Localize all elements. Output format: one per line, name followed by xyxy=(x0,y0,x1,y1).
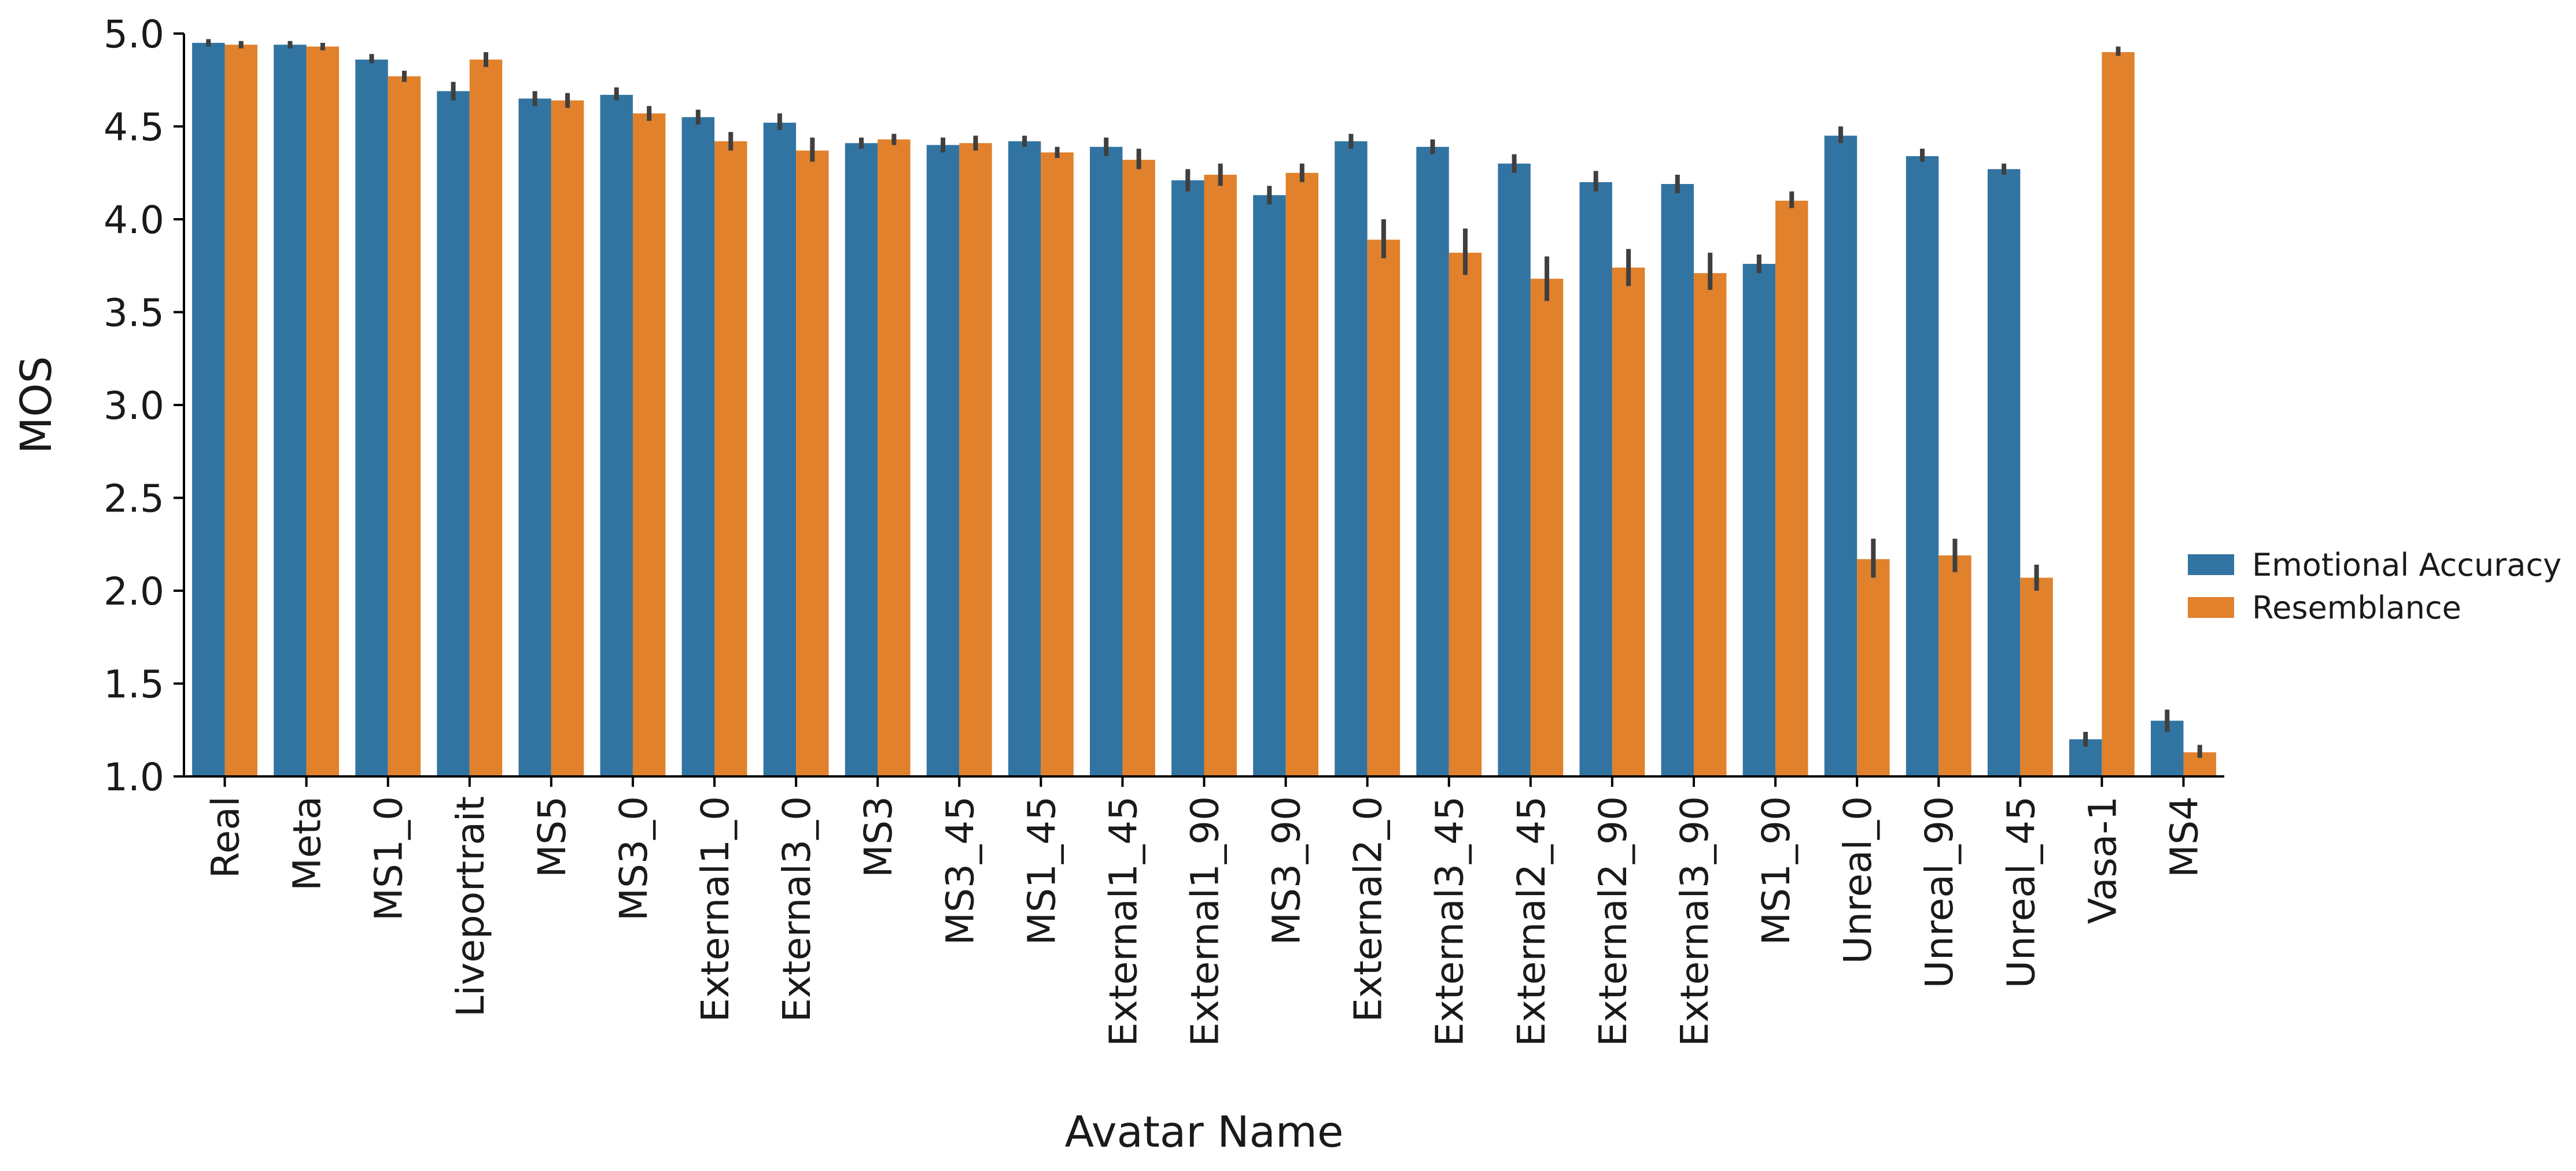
x-tick-label: External1_0 xyxy=(693,796,738,1022)
bar-emotional-accuracy-external2_45 xyxy=(1498,163,1531,777)
y-tick-label: 2.0 xyxy=(104,569,164,614)
bar-resemblance-external2_0 xyxy=(1367,240,1401,776)
bar-resemblance-external1_45 xyxy=(1122,160,1155,776)
bar-resemblance-external1_90 xyxy=(1204,174,1237,777)
error-bars-layer xyxy=(206,39,2202,758)
x-tick-label: Vasa-1 xyxy=(2080,796,2125,924)
bar-resemblance-unreal_90 xyxy=(1939,555,1971,776)
x-tick-label: Meta xyxy=(285,796,330,891)
y-tick-label: 5.0 xyxy=(104,12,164,57)
bar-emotional-accuracy-external3_45 xyxy=(1416,146,1449,776)
bar-emotional-accuracy-unreal_45 xyxy=(1987,169,2021,777)
bar-resemblance-vasa-1 xyxy=(2102,52,2135,777)
x-tick-label: MS3 xyxy=(856,796,901,878)
x-tick-label: MS5 xyxy=(530,796,574,878)
y-axis-title: MOS xyxy=(12,356,61,454)
bar-emotional-accuracy-external2_0 xyxy=(1335,141,1368,777)
bar-resemblance-ms1_45 xyxy=(1041,152,1074,777)
bar-resemblance-external3_0 xyxy=(796,150,829,777)
bar-resemblance-ms1_0 xyxy=(388,76,421,777)
bar-resemblance-ms3 xyxy=(878,139,911,777)
x-tick-label: MS3_45 xyxy=(938,796,982,945)
x-tick-label: External2_0 xyxy=(1346,796,1391,1022)
y-tick-label: 3.0 xyxy=(104,384,164,428)
x-tick-label: MS3_90 xyxy=(1265,796,1309,945)
y-tick-label: 1.0 xyxy=(104,755,164,800)
bar-emotional-accuracy-external1_90 xyxy=(1171,180,1204,777)
bar-emotional-accuracy-unreal_90 xyxy=(1906,156,1939,776)
bar-emotional-accuracy-liveportrait xyxy=(437,91,470,776)
bar-emotional-accuracy-external1_45 xyxy=(1089,146,1123,776)
bar-resemblance-unreal_0 xyxy=(1857,559,1890,776)
x-tick-label: Real xyxy=(204,796,248,878)
bar-resemblance-ms5 xyxy=(551,100,584,776)
bar-emotional-accuracy-external2_90 xyxy=(1579,182,1612,776)
x-tick-label: Unreal_0 xyxy=(1836,796,1880,964)
x-tick-label: MS1_0 xyxy=(367,796,411,921)
bar-resemblance-liveportrait xyxy=(469,59,503,777)
bar-emotional-accuracy-ms5 xyxy=(518,98,551,777)
bar-emotional-accuracy-external1_0 xyxy=(681,117,715,777)
bar-emotional-accuracy-ms1_45 xyxy=(1008,141,1041,777)
y-tick-label: 1.5 xyxy=(104,662,164,707)
y-tick-label: 2.5 xyxy=(104,477,164,521)
x-tick-label: External3_45 xyxy=(1428,796,1472,1047)
bar-emotional-accuracy-external3_90 xyxy=(1661,184,1694,776)
y-tick-label: 4.0 xyxy=(104,198,164,242)
bar-emotional-accuracy-ms3_90 xyxy=(1253,195,1286,776)
bar-emotional-accuracy-ms3_0 xyxy=(600,94,633,777)
legend-swatch xyxy=(2188,597,2234,618)
legend-label: Emotional Accuracy xyxy=(2252,547,2562,583)
x-tick-label: MS1_45 xyxy=(1019,796,1064,945)
bar-emotional-accuracy-real xyxy=(192,43,225,776)
x-axis-title: Avatar Name xyxy=(1064,1107,1343,1157)
x-tick-label: External2_90 xyxy=(1591,796,1635,1047)
bar-emotional-accuracy-ms1_0 xyxy=(355,59,388,777)
bar-resemblance-ms3_90 xyxy=(1285,172,1319,776)
x-tick-label: MS1_90 xyxy=(1754,796,1799,945)
x-tick-label: External1_45 xyxy=(1101,796,1145,1047)
bar-emotional-accuracy-external3_0 xyxy=(763,123,797,777)
bar-emotional-accuracy-ms1_90 xyxy=(1742,264,1776,776)
x-tick-label: External1_90 xyxy=(1183,796,1228,1047)
x-tick-label: MS4 xyxy=(2162,796,2206,878)
bar-emotional-accuracy-ms3_45 xyxy=(926,145,960,777)
x-ticks: Real Meta MS1_0 Liveportrait MS5 MS3_0 Externa… xyxy=(204,776,2206,1047)
x-tick-label: External3_90 xyxy=(1672,796,1717,1047)
bar-resemblance-external3_45 xyxy=(1449,252,1482,776)
bar-resemblance-external2_45 xyxy=(1530,278,1564,777)
bar-resemblance-external2_90 xyxy=(1612,267,1645,777)
legend: Emotional Accuracy Resemblance xyxy=(2188,547,2562,626)
x-tick-label: Unreal_90 xyxy=(1917,796,1962,988)
x-tick-label: MS3_0 xyxy=(611,796,656,921)
legend-label: Resemblance xyxy=(2252,590,2461,626)
bar-resemblance-meta xyxy=(306,46,340,777)
bar-resemblance-real xyxy=(224,45,257,776)
bar-emotional-accuracy-ms3 xyxy=(845,143,878,776)
bar-resemblance-external1_0 xyxy=(714,141,747,777)
bar-resemblance-unreal_45 xyxy=(2020,577,2053,776)
bar-resemblance-ms1_90 xyxy=(1775,200,1808,776)
bar-resemblance-external3_90 xyxy=(1693,273,1727,777)
x-tick-label: Liveportrait xyxy=(448,796,493,1017)
x-tick-label: External3_0 xyxy=(775,796,819,1022)
y-tick-label: 4.5 xyxy=(104,105,164,150)
bars-layer xyxy=(192,43,2216,777)
bar-resemblance-ms3_45 xyxy=(959,143,992,776)
bar-resemblance-ms3_0 xyxy=(632,113,666,776)
bar-emotional-accuracy-meta xyxy=(274,45,307,776)
y-tick-label: 3.5 xyxy=(104,291,164,336)
bar-emotional-accuracy-unreal_0 xyxy=(1824,135,1858,776)
legend-swatch xyxy=(2188,554,2234,575)
y-ticks: 1.0 1.5 2.0 2.5 3.0 3.5 4.0 4.5 5.0 xyxy=(104,12,184,800)
x-tick-label: Unreal_45 xyxy=(1999,796,2043,988)
x-tick-label: External2_45 xyxy=(1509,796,1554,1047)
